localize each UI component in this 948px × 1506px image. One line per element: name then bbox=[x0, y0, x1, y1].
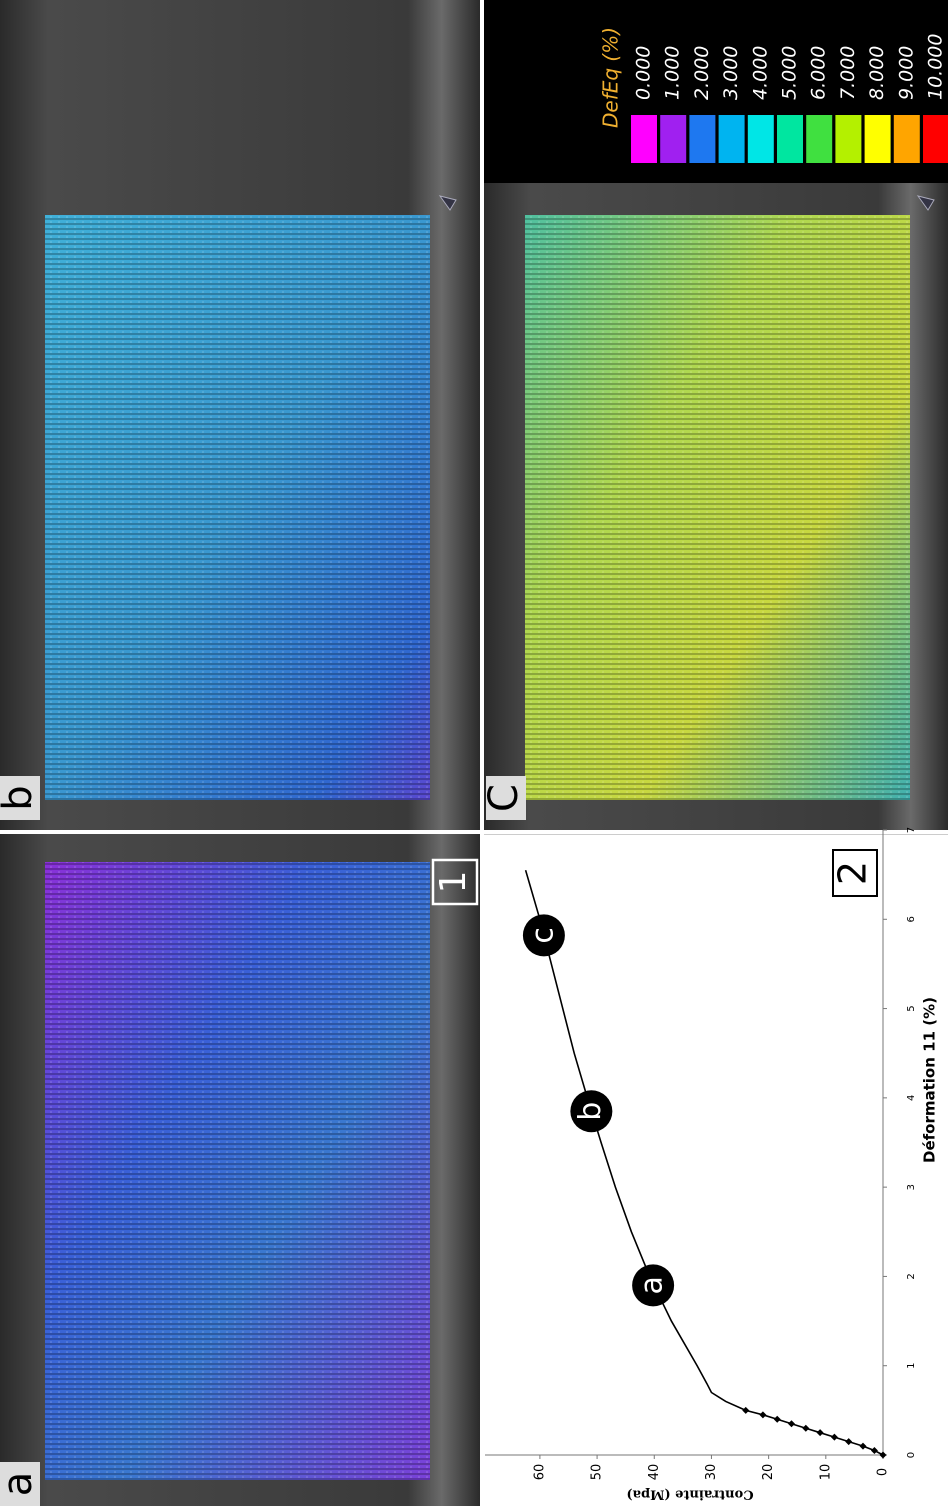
legend-label: 9.000 bbox=[895, 46, 917, 100]
x-tick-label: 7 bbox=[906, 827, 917, 833]
legend-label: 1.000 bbox=[662, 46, 684, 100]
marker bbox=[773, 1415, 781, 1423]
legend-swatch bbox=[747, 115, 774, 163]
x-tick-label: 6 bbox=[906, 916, 917, 922]
y-tick-label: 40 bbox=[647, 1464, 662, 1481]
legend-label: 0.000 bbox=[633, 46, 655, 100]
panel-label: b bbox=[0, 785, 41, 810]
marker bbox=[830, 1433, 838, 1441]
legend-label: 6.000 bbox=[808, 46, 830, 100]
marker bbox=[816, 1429, 824, 1437]
chart-panel-box bbox=[832, 849, 878, 897]
legend-swatch bbox=[806, 115, 833, 163]
x-tick-label: 4 bbox=[906, 1095, 917, 1101]
legend-swatch bbox=[660, 115, 687, 163]
separator bbox=[0, 830, 948, 834]
annotation-circle bbox=[632, 1264, 675, 1307]
marker bbox=[879, 1451, 887, 1459]
line bbox=[524, 869, 747, 1412]
arrow-icon bbox=[916, 195, 935, 211]
x-tick-label: 2 bbox=[906, 1273, 917, 1279]
marker bbox=[845, 1438, 853, 1446]
x-tick-label: 5 bbox=[906, 1005, 917, 1011]
legend-swatch bbox=[718, 115, 745, 163]
legend-title: DefEq (%) bbox=[599, 27, 623, 128]
marker bbox=[870, 1447, 878, 1455]
x-tick-label: 3 bbox=[906, 1184, 917, 1190]
marker bbox=[802, 1424, 810, 1432]
legend-swatch bbox=[631, 115, 657, 163]
marker bbox=[859, 1442, 867, 1450]
x-tick-label: 1 bbox=[906, 1363, 917, 1369]
strain-grid bbox=[525, 215, 910, 800]
label-background bbox=[0, 1462, 40, 1506]
panel-label: C bbox=[481, 784, 527, 812]
y-tick-label: 0 bbox=[876, 1468, 891, 1476]
panel-marker: 1 bbox=[433, 871, 474, 894]
marker bbox=[788, 1420, 796, 1428]
annotation-circle bbox=[522, 914, 565, 957]
x-tick-label: 0 bbox=[906, 1452, 917, 1458]
y-axis-label: Contrainte (Mpa) bbox=[626, 1487, 753, 1502]
label-background bbox=[0, 776, 40, 820]
strain-grid bbox=[45, 215, 430, 800]
annotation-label: a bbox=[635, 1276, 670, 1294]
legend-label: 8.000 bbox=[866, 46, 888, 100]
annotation-circle bbox=[570, 1090, 613, 1133]
legend-swatch bbox=[835, 115, 862, 163]
legend-label: 3.000 bbox=[720, 46, 742, 100]
arrow-icon bbox=[438, 195, 457, 211]
y-tick-label: 50 bbox=[590, 1464, 605, 1481]
strain-grid bbox=[45, 862, 430, 1480]
legend-swatch bbox=[689, 115, 716, 163]
legend-label: 2.000 bbox=[691, 46, 713, 100]
label-background bbox=[486, 776, 526, 820]
legend-swatch bbox=[777, 115, 803, 163]
legend-swatch bbox=[864, 115, 891, 163]
panel-marker-box bbox=[431, 858, 479, 906]
legend-label: 7.000 bbox=[837, 46, 859, 100]
y-tick-label: 20 bbox=[761, 1464, 776, 1481]
x-axis-label: Déformation 11 (%) bbox=[921, 997, 939, 1163]
legend-label: 4.000 bbox=[749, 46, 771, 100]
y-tick-label: 60 bbox=[532, 1464, 547, 1481]
legend-label: 5.000 bbox=[779, 46, 801, 100]
chart-panel-label: 2 bbox=[831, 861, 875, 885]
marker bbox=[759, 1411, 767, 1419]
annotation-label: b bbox=[573, 1102, 608, 1121]
panel-label: a bbox=[0, 1472, 41, 1497]
separator bbox=[480, 0, 484, 1506]
legend-swatch bbox=[923, 115, 948, 163]
y-tick-label: 30 bbox=[704, 1464, 719, 1481]
annotation-label: c bbox=[525, 927, 560, 944]
y-tick-label: 10 bbox=[818, 1464, 833, 1481]
legend-label: 10.000 bbox=[925, 34, 947, 100]
legend-swatch bbox=[893, 115, 920, 163]
